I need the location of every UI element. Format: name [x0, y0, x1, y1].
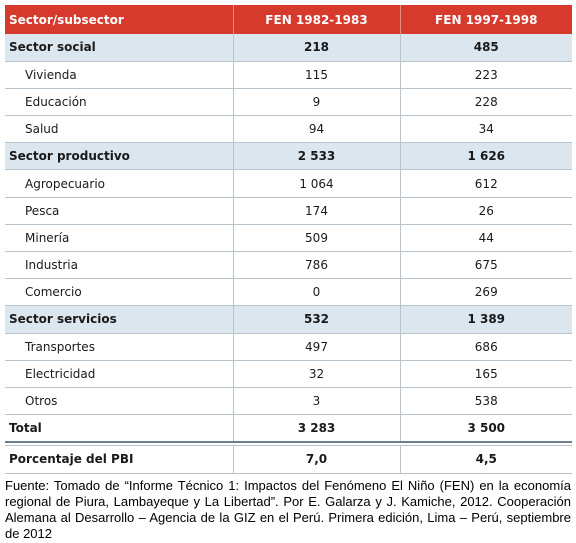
value-fen-1982: 1 064: [232, 169, 400, 198]
value-fen-1982: 497: [232, 333, 400, 361]
value-fen-1982: 9: [232, 88, 400, 116]
row-label: Minería: [25, 230, 70, 245]
value-fen-1982: 174: [232, 197, 400, 225]
value-fen-1982: 3 283: [232, 414, 400, 443]
value-fen-1997: 1 389: [399, 305, 572, 334]
value-fen-1997: 44: [399, 224, 572, 252]
table-row: Industria 786 675: [5, 251, 572, 279]
value-fen-1997: 228: [399, 88, 572, 116]
row-label: Electricidad: [25, 366, 96, 381]
table-row: Agropecuario 1 064 612: [5, 169, 572, 198]
table-row: Vivienda 115 223: [5, 61, 572, 89]
value-fen-1997: 686: [399, 333, 572, 361]
row-label: Pesca: [25, 203, 60, 218]
value-fen-1982: 786: [232, 251, 400, 279]
value-fen-1982: 532: [232, 305, 400, 334]
value-fen-1997: 34: [399, 115, 572, 143]
row-label: Transportes: [25, 339, 95, 354]
value-fen-1982: 0: [232, 278, 400, 306]
value-fen-1982: 2 533: [232, 142, 400, 170]
row-label: Educación: [25, 94, 87, 109]
row-label: Salud: [25, 122, 59, 137]
sector-losses-table: Sector/subsector FEN 1982-1983 FEN 1997-…: [5, 5, 572, 474]
row-label: Porcentaje del PBI: [9, 452, 134, 467]
header-fen-1982: FEN 1982-1983: [232, 5, 400, 34]
table-row: Comercio 0 269: [5, 278, 572, 306]
value-fen-1997: 26: [399, 197, 572, 225]
value-fen-1982: 115: [232, 61, 400, 89]
table-header: Sector/subsector FEN 1982-1983 FEN 1997-…: [5, 5, 572, 34]
table-row: Electricidad 32 165: [5, 360, 572, 388]
value-fen-1997: 4,5: [399, 445, 572, 473]
row-label: Total: [5, 414, 233, 443]
value-fen-1997: 3 500: [399, 414, 572, 443]
header-fen-1997: FEN 1997-1998: [399, 5, 572, 34]
data-table-container: Sector/subsector FEN 1982-1983 FEN 1997-…: [5, 5, 572, 474]
table-body: Sector social 218 485 Vivienda 115 223 Educaci…: [5, 34, 572, 473]
row-label: Vivienda: [25, 67, 77, 82]
value-fen-1982: 32: [232, 360, 400, 388]
group-row: Sector social 218 485: [5, 34, 572, 62]
value-fen-1982: 3: [232, 387, 400, 415]
value-fen-1982: 94: [232, 115, 400, 143]
group-row: Sector productivo 2 533 1 626: [5, 142, 572, 170]
table-row: Transportes 497 686: [5, 333, 572, 361]
source-note: Fuente: Tomado de “Informe Técnico 1: Im…: [5, 478, 571, 541]
value-fen-1997: 165: [399, 360, 572, 388]
row-label: Comercio: [25, 285, 82, 300]
value-fen-1997: 612: [399, 169, 572, 198]
table-row: Otros 3 538: [5, 387, 572, 415]
value-fen-1997: 269: [399, 278, 572, 306]
row-label: Otros: [25, 394, 58, 409]
table-row: Salud 94 34: [5, 115, 572, 143]
value-fen-1982: 7,0: [232, 445, 400, 473]
spacer-row: [5, 442, 572, 446]
value-fen-1997: 223: [399, 61, 572, 89]
row-label: Industria: [25, 258, 78, 273]
header-row: Sector/subsector FEN 1982-1983 FEN 1997-…: [5, 5, 572, 34]
value-fen-1997: 538: [399, 387, 572, 415]
table-row: Educación 9 228: [5, 88, 572, 116]
row-label: Sector servicios: [5, 305, 233, 334]
group-row: Sector servicios 532 1 389: [5, 305, 572, 334]
value-fen-1982: 509: [232, 224, 400, 252]
value-fen-1982: 218: [232, 34, 400, 62]
header-sector: Sector/subsector: [5, 5, 233, 34]
total-row: Total 3 283 3 500: [5, 414, 572, 443]
value-fen-1997: 675: [399, 251, 572, 279]
row-label: Sector social: [5, 34, 233, 62]
row-label: Sector productivo: [5, 142, 233, 170]
row-label: Agropecuario: [25, 176, 106, 191]
value-fen-1997: 485: [399, 34, 572, 62]
table-row: Minería 509 44: [5, 224, 572, 252]
pbi-row: Porcentaje del PBI 7,0 4,5: [5, 445, 572, 473]
value-fen-1997: 1 626: [399, 142, 572, 170]
table-row: Pesca 174 26: [5, 197, 572, 225]
